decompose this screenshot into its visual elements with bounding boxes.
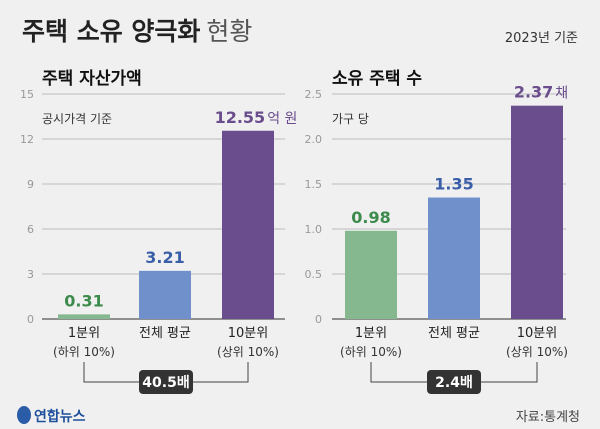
y-tick-label: 2.0 xyxy=(305,133,323,146)
value-unit: 채 xyxy=(555,86,568,102)
value-unit: 억 원 xyxy=(267,111,297,127)
y-tick-label: 3 xyxy=(27,268,34,281)
bar xyxy=(139,270,191,319)
category-sublabel: (상위 10%) xyxy=(506,345,568,359)
logo-icon xyxy=(17,406,31,424)
y-tick-label: 12 xyxy=(20,133,34,146)
ratio-label: 40.5배 xyxy=(142,375,189,391)
y-tick-label: 0.5 xyxy=(305,268,323,281)
y-tick-label: 6 xyxy=(27,223,34,236)
category-label: 전체 평균 xyxy=(139,326,191,341)
category-label: 10분위 xyxy=(228,326,268,341)
bar xyxy=(511,105,563,319)
ratio-badge xyxy=(139,370,193,394)
y-tick-label: 9 xyxy=(27,178,34,191)
y-tick-label: 15 xyxy=(20,88,34,101)
value-label: 12.55 억 원 xyxy=(215,108,298,127)
main-title: 주택 소유 양극화 현황 xyxy=(22,17,252,46)
bar xyxy=(58,314,110,319)
date-note: 2023년 기준 xyxy=(505,31,578,46)
value-label: 3.21 xyxy=(145,248,184,267)
y-tick-label: 1.0 xyxy=(305,223,323,236)
chart-subtitle: 공시가격 기준 xyxy=(42,112,112,126)
value-number: 2.37 xyxy=(514,83,553,102)
y-tick-label: 0 xyxy=(315,313,322,326)
category-label: 전체 평균 xyxy=(428,326,480,341)
chart-subtitle: 가구 당 xyxy=(332,112,369,126)
bar xyxy=(428,197,480,319)
value-label: 0.31 xyxy=(64,291,103,310)
ratio-badge xyxy=(427,370,481,394)
value-label: 2.37 채 xyxy=(514,83,568,102)
category-label: 1분위 xyxy=(68,326,100,341)
y-tick-label: 2.5 xyxy=(305,88,323,101)
chart-title: 소유 주택 수 xyxy=(332,69,422,89)
bar xyxy=(345,230,397,319)
ratio-label: 2.4배 xyxy=(435,375,473,391)
category-label: 1분위 xyxy=(355,326,387,341)
y-tick-label: 1.5 xyxy=(305,178,323,191)
chart-title: 주택 자산가액 xyxy=(42,69,142,89)
value-number: 0.98 xyxy=(351,208,390,227)
value-number: 12.55 xyxy=(215,108,266,127)
value-label: 0.98 xyxy=(351,208,390,227)
yonhap-logo: 연합뉴스 xyxy=(17,406,86,425)
source-note: 자료:통계청 xyxy=(516,410,580,425)
bar xyxy=(222,130,274,319)
category-sublabel: (상위 10%) xyxy=(217,345,279,359)
category-label: 10분위 xyxy=(517,326,557,341)
category-sublabel: (하위 10%) xyxy=(340,345,402,359)
category-sublabel: (하위 10%) xyxy=(53,345,115,359)
value-number: 3.21 xyxy=(145,248,184,267)
value-number: 1.35 xyxy=(434,175,473,194)
y-tick-label: 0 xyxy=(27,313,34,326)
value-label: 1.35 xyxy=(434,175,473,194)
value-number: 0.31 xyxy=(64,291,103,310)
logo-text: 연합뉴스 xyxy=(34,408,86,425)
